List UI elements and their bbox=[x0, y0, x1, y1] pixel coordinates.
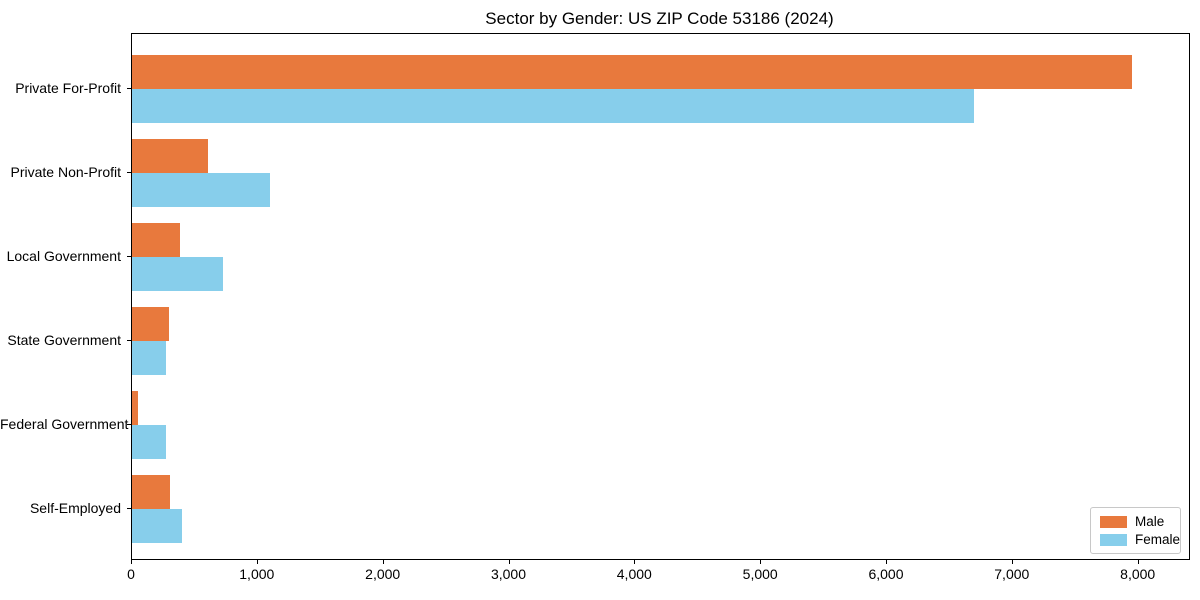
x-tick-label: 2,000 bbox=[365, 566, 401, 582]
x-tick-label: 3,000 bbox=[490, 566, 527, 582]
x-tick-label: 1,000 bbox=[239, 566, 275, 582]
x-tick-mark bbox=[382, 560, 384, 564]
y-tick-label: Private For-Profit bbox=[15, 80, 121, 96]
x-tick-mark bbox=[508, 560, 510, 564]
bar-female-1 bbox=[132, 173, 271, 207]
y-tick-mark bbox=[127, 172, 131, 173]
legend-item-male: Male bbox=[1091, 513, 1180, 529]
y-tick-mark bbox=[127, 256, 131, 257]
y-tick-label: Local Government bbox=[6, 248, 121, 264]
x-tick-label: 4,000 bbox=[616, 566, 652, 582]
x-tick-mark bbox=[1137, 560, 1139, 564]
legend-swatch-male bbox=[1100, 515, 1127, 528]
bar-female-0 bbox=[132, 89, 974, 123]
x-tick-mark bbox=[886, 560, 887, 564]
x-tick-label: 5,000 bbox=[742, 566, 778, 582]
y-tick-mark bbox=[127, 88, 131, 89]
legend: Male Female bbox=[1090, 507, 1181, 554]
legend-label-female: Female bbox=[1135, 531, 1181, 547]
x-tick-label: 0 bbox=[127, 566, 135, 582]
legend-item-female: Female bbox=[1091, 531, 1181, 547]
y-tick-label: Self-Employed bbox=[29, 500, 121, 516]
y-tick-mark bbox=[127, 508, 131, 509]
y-tick-mark bbox=[127, 340, 131, 341]
bar-female-3 bbox=[132, 341, 166, 375]
plot-area bbox=[131, 33, 1190, 560]
bar-male-2 bbox=[132, 223, 180, 257]
x-tick-mark bbox=[1011, 560, 1013, 564]
x-tick-label: 7,000 bbox=[994, 566, 1030, 582]
bar-female-5 bbox=[132, 509, 183, 543]
y-tick-label: Private Non-Profit bbox=[10, 164, 121, 180]
y-tick-label: Federal Government bbox=[0, 416, 129, 432]
bar-female-4 bbox=[132, 425, 166, 459]
bar-male-4 bbox=[132, 391, 138, 425]
x-tick-mark bbox=[131, 560, 132, 564]
x-tick-mark bbox=[760, 560, 762, 564]
bar-male-0 bbox=[132, 55, 1133, 89]
bar-male-1 bbox=[132, 139, 208, 173]
y-tick-mark bbox=[127, 424, 131, 425]
y-tick-label: State Government bbox=[7, 332, 121, 348]
bar-male-5 bbox=[132, 475, 170, 509]
x-tick-label: 6,000 bbox=[868, 566, 904, 582]
legend-label-male: Male bbox=[1135, 513, 1165, 529]
chart-title: Sector by Gender: US ZIP Code 53186 (202… bbox=[485, 9, 834, 28]
legend-swatch-female bbox=[1100, 533, 1127, 546]
x-tick-label: 8,000 bbox=[1120, 566, 1156, 582]
bar-male-3 bbox=[132, 307, 170, 341]
x-tick-mark bbox=[634, 560, 636, 564]
x-tick-mark bbox=[256, 560, 258, 564]
bar-female-2 bbox=[132, 257, 223, 291]
